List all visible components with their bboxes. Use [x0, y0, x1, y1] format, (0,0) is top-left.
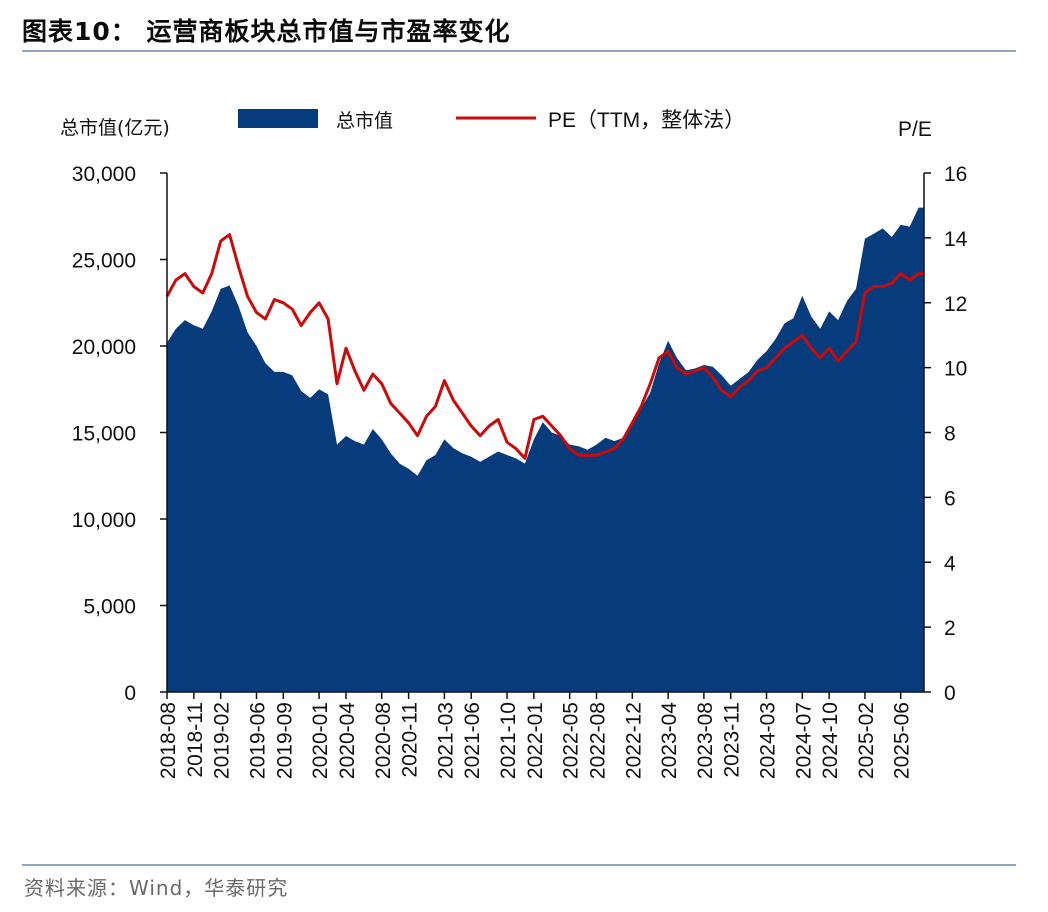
x-tick-label: 2022-08	[587, 702, 610, 779]
x-tick-label: 2019-02	[211, 702, 234, 779]
left-axis-label: 总市值(亿元)	[60, 117, 170, 139]
chart: 0 5,000 10,000 15,000 20,000 25,000 30,000 0 2 4 6…	[60, 109, 968, 779]
x-tick-label: 2018-11	[184, 702, 207, 778]
x-tick-label: 2022-01	[524, 702, 547, 779]
series-pe-line	[165, 233, 924, 460]
left-tick-label: 0	[124, 682, 136, 705]
x-tick-label: 2023-11	[721, 702, 744, 778]
right-tick-label: 6	[944, 487, 956, 510]
x-tick-label: 2025-06	[891, 702, 914, 779]
left-tick-label: 10,000	[72, 509, 136, 532]
x-tick-label: 2024-10	[819, 702, 842, 779]
right-tick-label: 8	[944, 423, 956, 446]
x-tick-label: 2022-12	[622, 702, 645, 779]
right-tick-label: 10	[944, 358, 967, 381]
x-tick-label: 2018-08	[157, 702, 180, 779]
x-tick-label: 2022-05	[560, 702, 583, 779]
x-tick-label: 2025-02	[855, 702, 878, 779]
x-tick-label: 2023-08	[694, 702, 717, 779]
right-tick-label: 4	[944, 552, 956, 575]
legend-label-market-cap: 总市值	[336, 110, 393, 132]
title-rule	[22, 50, 1016, 52]
x-tick-label: 2019-09	[273, 702, 296, 779]
right-tick-label: 0	[944, 682, 956, 705]
right-tick-label: 12	[944, 293, 967, 316]
left-tick-label: 25,000	[72, 250, 136, 273]
x-tick-label: 2020-04	[336, 702, 359, 779]
plot-area	[165, 207, 924, 692]
left-tick-label: 5,000	[83, 596, 136, 619]
figure-title: 图表10： 运营商板块总市值与市盈率变化	[22, 17, 511, 46]
legend: 总市值 PE（TTM，整体法）	[238, 109, 745, 132]
x-tick-label: 2024-07	[792, 702, 815, 779]
x-tick-label: 2023-04	[658, 702, 681, 779]
x-tick-label: 2021-06	[461, 702, 484, 779]
x-tick-label: 2020-01	[309, 702, 332, 779]
left-tick-label: 30,000	[72, 163, 136, 186]
source-rule	[22, 864, 1016, 866]
x-tick-label: 2020-11	[399, 702, 422, 778]
right-tick-label: 16	[944, 163, 967, 186]
x-tick-label: 2020-08	[372, 702, 395, 779]
legend-swatch-area	[238, 109, 318, 128]
series-market-cap-area	[167, 207, 924, 692]
left-tick-label: 20,000	[72, 336, 136, 359]
x-tick-label: 2024-03	[757, 702, 780, 779]
right-axis-label: P/E	[898, 118, 932, 141]
x-tick-label: 2021-03	[434, 702, 457, 779]
x-tick-label: 2019-06	[246, 702, 269, 779]
source-text: 资料来源：Wind，华泰研究	[24, 876, 289, 900]
axes: 0 5,000 10,000 15,000 20,000 25,000 30,000 0 2 4 6…	[72, 163, 968, 779]
legend-label-pe: PE（TTM，整体法）	[548, 109, 745, 132]
left-tick-label: 15,000	[72, 423, 136, 446]
right-tick-label: 14	[944, 228, 968, 251]
x-tick-label: 2021-10	[497, 702, 520, 779]
right-tick-label: 2	[944, 617, 956, 640]
